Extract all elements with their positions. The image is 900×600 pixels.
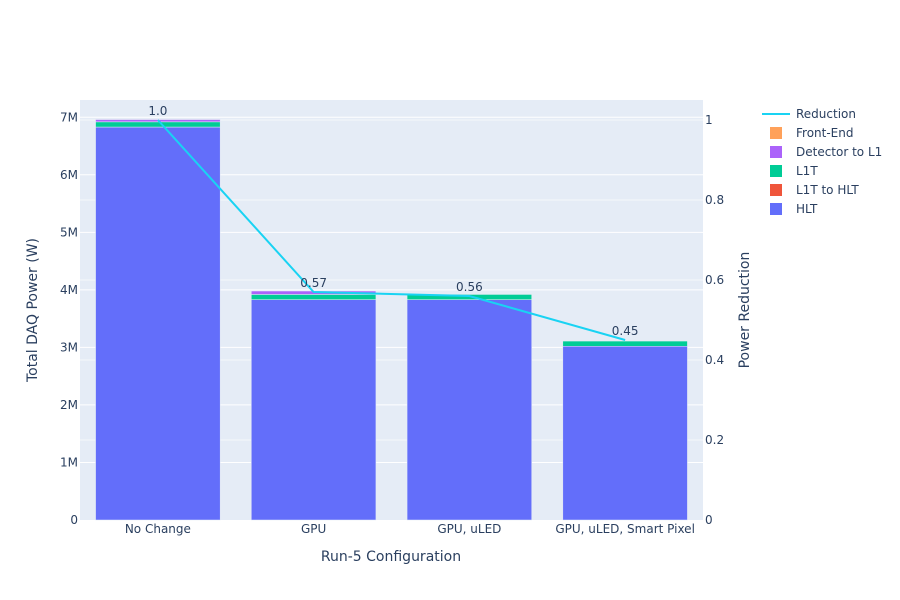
reduction-label: 0.57 bbox=[300, 276, 327, 290]
y2-tick-label: 0 bbox=[705, 513, 713, 527]
legend: Reduction Front-End Detector to L1 L1T L1T t… bbox=[762, 107, 882, 216]
reduction-label: 1.0 bbox=[148, 104, 167, 118]
y2-tick-label: 0.4 bbox=[705, 353, 724, 367]
y-axis-title: Total DAQ Power (W) bbox=[25, 238, 41, 383]
y2-tick-label: 0.2 bbox=[705, 433, 724, 447]
y-tick-label: 3M bbox=[60, 340, 78, 354]
bar-segment-hlt bbox=[95, 126, 221, 521]
y-tick-label: 5M bbox=[60, 225, 78, 239]
reduction-line bbox=[157, 119, 626, 341]
y2-tick-label: 0.8 bbox=[705, 193, 724, 207]
legend-swatch-l1t-to-hlt bbox=[770, 184, 782, 196]
legend-swatch-hlt bbox=[770, 203, 782, 215]
x-axis-ticks: No Change GPU GPU, uLED GPU, uLED, Smart Pi… bbox=[125, 522, 695, 536]
y-tick-label: 7M bbox=[60, 110, 78, 124]
reduction-line-layer: 1.0 0.57 0.56 0.45 bbox=[148, 104, 639, 341]
y2-tick-label: 1 bbox=[705, 113, 713, 127]
legend-label: Detector to L1 bbox=[796, 145, 882, 159]
x-tick-label: GPU bbox=[301, 522, 326, 536]
legend-swatch-l1t bbox=[770, 165, 782, 177]
x-tick-label: GPU, uLED, Smart Pixel bbox=[555, 522, 695, 536]
x-axis-title: Run-5 Configuration bbox=[321, 549, 461, 565]
bar-segment-l1t bbox=[406, 294, 532, 300]
y-tick-label: 2M bbox=[60, 398, 78, 412]
bars-layer bbox=[95, 119, 688, 521]
legend-label: Reduction bbox=[796, 107, 856, 121]
bar-segment-l1t bbox=[251, 294, 377, 300]
bar-segment-hlt bbox=[251, 299, 377, 521]
y-tick-label: 4M bbox=[60, 283, 78, 297]
legend-label: HLT bbox=[796, 202, 818, 216]
bar-segment-hlt bbox=[562, 345, 688, 521]
y-axis-ticks: 0 1M 2M 3M 4M 5M 6M 7M bbox=[60, 110, 78, 527]
y-tick-label: 6M bbox=[60, 168, 78, 182]
legend-swatch-front-end bbox=[770, 127, 782, 139]
reduction-label: 0.56 bbox=[456, 280, 483, 294]
y-tick-label: 0 bbox=[70, 513, 78, 527]
y2-axis-title: Power Reduction bbox=[737, 252, 753, 369]
y-tick-label: 1M bbox=[60, 455, 78, 469]
bar-segment-hlt bbox=[406, 299, 532, 521]
bar-segment-l1t bbox=[562, 340, 688, 347]
y2-axis-ticks: 0 0.2 0.4 0.6 0.8 1 bbox=[705, 113, 724, 527]
legend-swatch-detector-to-l1 bbox=[770, 146, 782, 158]
legend-label: L1T to HLT bbox=[796, 183, 859, 197]
y2-tick-label: 0.6 bbox=[705, 273, 724, 287]
bar-segment-l1t bbox=[95, 121, 221, 128]
x-tick-label: No Change bbox=[125, 522, 191, 536]
x-tick-label: GPU, uLED bbox=[437, 522, 501, 536]
legend-label: Front-End bbox=[796, 126, 854, 140]
reduction-label: 0.45 bbox=[612, 324, 639, 338]
legend-label: L1T bbox=[796, 164, 818, 178]
